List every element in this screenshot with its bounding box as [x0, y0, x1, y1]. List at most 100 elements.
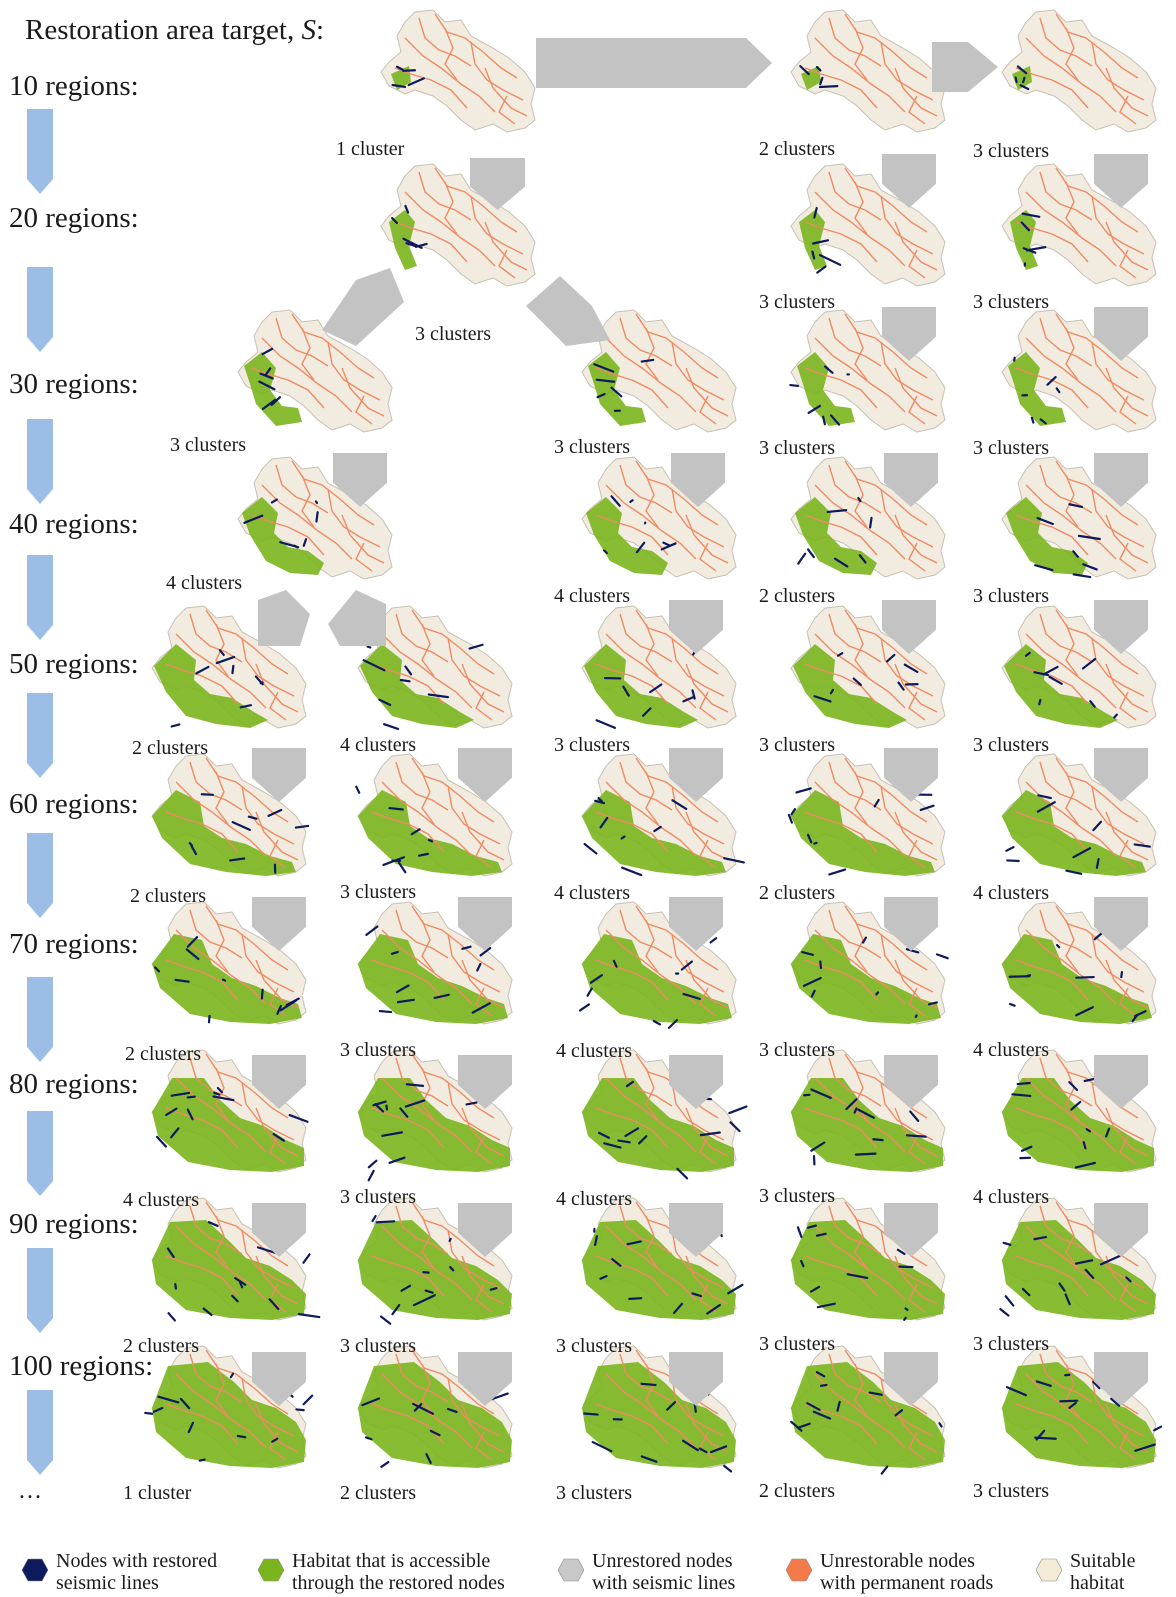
road-line [418, 17, 472, 67]
restored-seismic-line [1006, 859, 1020, 863]
road-line [165, 959, 239, 1001]
road-line [699, 839, 717, 869]
restored-seismic-line [640, 1455, 658, 1463]
restored-seismic-line [1082, 1141, 1087, 1150]
cluster-label: 4 clusters [554, 882, 631, 904]
road-line [269, 1135, 287, 1165]
road-line [395, 909, 449, 959]
road-line [908, 249, 926, 279]
restored-seismic-line [1046, 376, 1057, 386]
road-line [484, 67, 528, 117]
flow-arrow-down [669, 897, 723, 951]
restored-seismic-line [264, 367, 272, 377]
flow-arrow-down [252, 1352, 306, 1406]
restored-seismic-line [471, 1002, 491, 1014]
restored-seismic-line [625, 1080, 635, 1088]
road-line [645, 1363, 659, 1417]
restored-seismic-line [861, 936, 868, 944]
road-line [1025, 633, 1117, 709]
road-line [1119, 95, 1137, 125]
legend-label: Suitable habitat [1070, 1550, 1136, 1594]
road-line [1091, 341, 1145, 401]
restored-seismic-line [1134, 1443, 1156, 1452]
restored-seismic-line [1068, 1401, 1077, 1409]
road-line [605, 633, 697, 709]
restored-seismic-line [405, 1083, 425, 1087]
restored-seismic-line [272, 1132, 285, 1142]
restored-seismic-line [218, 649, 225, 657]
restored-seismic-line [1075, 975, 1095, 979]
restored-seismic-line [1005, 1386, 1027, 1397]
road-line [484, 221, 528, 271]
restored-seismic-line [813, 841, 818, 845]
restored-seismic-line [819, 960, 823, 970]
restored-seismic-line [390, 950, 399, 955]
flow-arrow-branch [258, 590, 310, 646]
cluster-label: 3 clusters [759, 437, 836, 459]
restored-seismic-line [259, 681, 264, 685]
road-line [341, 514, 385, 564]
road-line [447, 785, 501, 845]
map-8 [581, 309, 737, 433]
restored-seismic-line [806, 833, 813, 844]
row-label-40: 40 regions: [9, 508, 139, 540]
restored-seismic-line [190, 844, 198, 856]
restored-seismic-line [1020, 221, 1031, 232]
accessible-habitat [358, 934, 508, 1024]
map-29 [1001, 901, 1157, 1025]
road-line [1015, 221, 1089, 263]
restored-seismic-line [371, 1214, 377, 1223]
hexagon-icon [22, 1558, 48, 1582]
road-line [605, 1077, 697, 1153]
road-line [1119, 542, 1137, 572]
map-33 [790, 1049, 946, 1173]
restored-seismic-line [789, 383, 800, 388]
road-line [854, 1215, 868, 1269]
restored-seismic-line [938, 1422, 943, 1428]
cluster-label: 1 cluster [336, 138, 405, 160]
restored-seismic-line [446, 1407, 458, 1414]
restored-seismic-line [395, 65, 404, 71]
restored-seismic-line [355, 785, 361, 794]
restored-seismic-line [185, 948, 200, 961]
road-line [671, 1229, 725, 1289]
road-line [1015, 663, 1089, 705]
legend-item-unrestored-nodes: Unrestored nodes with seismic lines [558, 1550, 735, 1594]
road-line [1015, 1403, 1089, 1445]
restored-seismic-line [836, 652, 844, 657]
restored-seismic-line [935, 953, 949, 960]
road-line [1105, 811, 1149, 861]
restored-seismic-line [591, 1440, 613, 1453]
row-label-30: 30 regions: [9, 368, 139, 400]
restored-seismic-line [1042, 665, 1059, 676]
road-line [894, 221, 938, 271]
restored-seismic-line [294, 824, 310, 829]
accessible-habitat [791, 934, 941, 1024]
road-line [165, 1107, 239, 1149]
restored-seismic-line [595, 378, 616, 383]
restored-seismic-line [909, 1110, 920, 1122]
road-line [699, 395, 717, 425]
map-outline [237, 309, 393, 433]
road-line [189, 613, 243, 663]
road-line [605, 929, 697, 1005]
restored-seismic-line [682, 992, 701, 1000]
road-line [814, 37, 906, 113]
road-line [685, 1255, 729, 1305]
restored-seismic-line [461, 945, 472, 950]
restored-seismic-line [586, 987, 593, 997]
cluster-label: 3 clusters [340, 1335, 417, 1357]
cluster-label: 2 clusters [123, 1335, 200, 1357]
restored-seismic-line [1072, 573, 1092, 579]
road-line [447, 1229, 501, 1289]
restored-seismic-line [410, 828, 421, 836]
road-line [189, 909, 243, 959]
restored-seismic-line [829, 688, 835, 695]
road-line [908, 542, 926, 572]
restored-seismic-line [594, 799, 606, 805]
title-text: Restoration area target, [25, 14, 302, 46]
road-line [447, 637, 501, 697]
restored-seismic-line [904, 1307, 909, 1312]
flow-arrow-down [882, 307, 936, 361]
restored-seismic-line [165, 1107, 178, 1116]
